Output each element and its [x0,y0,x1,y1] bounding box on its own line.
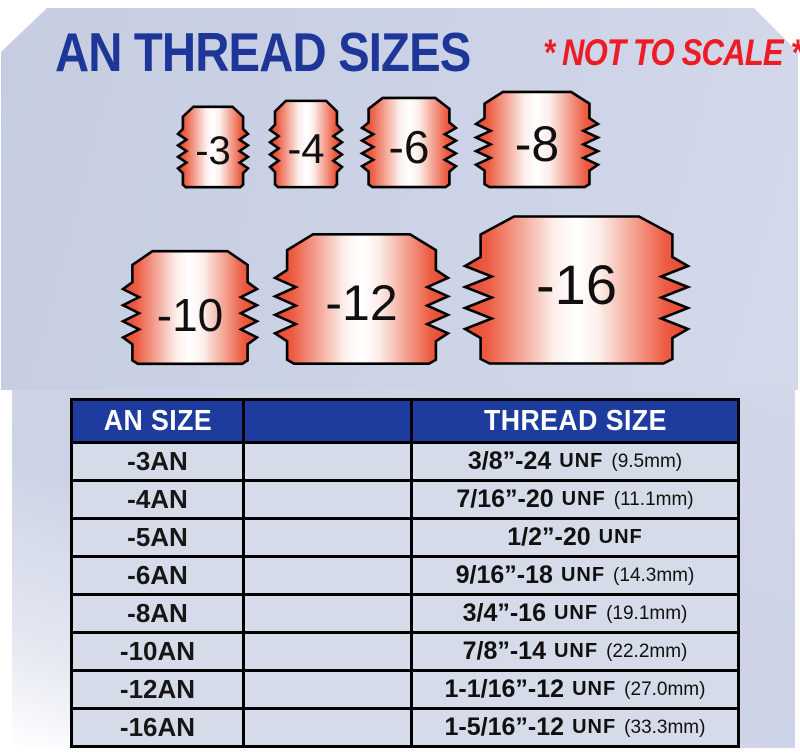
thread-size-value: 1/2”-20 [507,523,591,551]
an-size-table: AN SIZE THREAD SIZE -3AN 3/8”-24 UNF (9.… [70,398,740,748]
thread-size-cell: 1-5/16”-12 UNF (33.3mm) [413,710,737,745]
thread-size-value: 9/16”-18 [455,561,553,589]
empty-cell [245,672,413,707]
an-size-cell: -16AN [73,710,245,745]
fitting-10an: -10 [121,249,259,366]
fitting-label: -8 [514,116,560,173]
empty-cell [245,596,413,631]
thread-metric-equivalent: (33.3mm) [624,716,706,738]
title-row: AN THREAD SIZES * NOT TO SCALE * [55,21,800,84]
fitting-label: -16 [536,253,617,317]
table-header-row: AN SIZE THREAD SIZE [73,401,737,444]
thread-metric-equivalent: (14.3mm) [613,564,695,586]
fitting-label: -6 [388,121,430,174]
thread-size-value: 3/4”-16 [462,599,546,627]
table-row: -16AN 1-5/16”-12 UNF (33.3mm) [73,710,737,745]
table-row: -5AN 1/2”-20 UNF [73,520,737,558]
fitting-16an: -16 [465,215,688,365]
table-row: -12AN 1-1/16”-12 UNF (27.0mm) [73,672,737,710]
fitting-12an: -12 [275,233,448,365]
thread-size-value: 7/8”-14 [462,637,546,665]
thread-size-value: 1-1/16”-12 [444,675,565,703]
thread-metric-equivalent: (22.2mm) [606,640,688,662]
thread-standard: UNF [559,450,604,472]
an-size-cell: -12AN [73,672,245,707]
an-size-cell: -4AN [73,482,245,517]
page-title: AN THREAD SIZES [55,21,471,83]
fitting-label: -3 [195,129,231,174]
table-row: -8AN 3/4”-16 UNF (19.1mm) [73,596,737,634]
thread-size-value: 7/16”-20 [456,485,554,513]
header-an-size: AN SIZE [73,401,245,441]
thread-size-value: 1-5/16”-12 [444,713,565,741]
thread-metric-equivalent: (27.0mm) [624,678,706,700]
thread-size-cell: 3/4”-16 UNF (19.1mm) [413,596,737,631]
not-to-scale-note: * NOT TO SCALE * [543,32,800,73]
thread-standard: UNF [553,602,599,624]
thread-size-cell: 1-1/16”-12 UNF (27.0mm) [413,672,737,707]
thread-standard: UNF [561,488,606,510]
thread-size-cell: 7/16”-20 UNF (11.1mm) [413,482,737,517]
empty-cell [245,520,413,555]
empty-cell [245,634,413,669]
header-an-size-label: AN SIZE [103,404,212,437]
empty-cell [245,444,413,479]
table-row: -3AN 3/8”-24 UNF (9.5mm) [73,444,737,482]
fitting-4an: -4 [268,99,344,189]
fitting-label: -4 [287,124,325,172]
table-row: -4AN 7/16”-20 UNF (11.1mm) [73,482,737,520]
fitting-8an: -8 [474,90,600,189]
table-row: -6AN 9/16”-18 UNF (14.3mm) [73,558,737,596]
thread-standard: UNF [572,678,617,700]
fitting-3an: -3 [176,105,250,189]
thread-metric-equivalent: (9.5mm) [611,450,683,472]
empty-cell [245,482,413,517]
an-size-cell: -10AN [73,634,245,669]
thread-size-cell: 9/16”-18 UNF (14.3mm) [413,558,737,593]
an-size-cell: -3AN [73,444,245,479]
an-size-cell: -6AN [73,558,245,593]
thread-size-value: 3/8”-24 [467,447,552,475]
fitting-label: -10 [156,289,224,342]
an-size-cell: -8AN [73,596,245,631]
table-body: -3AN 3/8”-24 UNF (9.5mm) -4AN 7/16”-20 U… [73,444,737,745]
thread-size-cell: 3/8”-24 UNF (9.5mm) [413,444,737,479]
thread-metric-equivalent: (19.1mm) [606,602,688,624]
thread-size-cell: 1/2”-20 UNF [413,520,737,555]
header-empty [245,401,413,441]
thread-size-cell: 7/8”-14 UNF (22.2mm) [413,634,737,669]
empty-cell [245,558,413,593]
thread-metric-equivalent: (11.1mm) [613,488,694,510]
header-thread-size-label: THREAD SIZE [483,404,667,437]
table-row: -10AN 7/8”-14 UNF (22.2mm) [73,634,737,672]
fitting-label: -12 [325,274,398,331]
thread-standard: UNF [598,526,643,548]
header-thread-size: THREAD SIZE [413,401,737,441]
fitting-6an: -6 [360,96,458,189]
empty-cell [245,710,413,745]
thread-standard: UNF [553,640,599,662]
an-size-cell: -5AN [73,520,245,555]
thread-standard: UNF [560,564,606,586]
thread-standard: UNF [572,716,617,738]
